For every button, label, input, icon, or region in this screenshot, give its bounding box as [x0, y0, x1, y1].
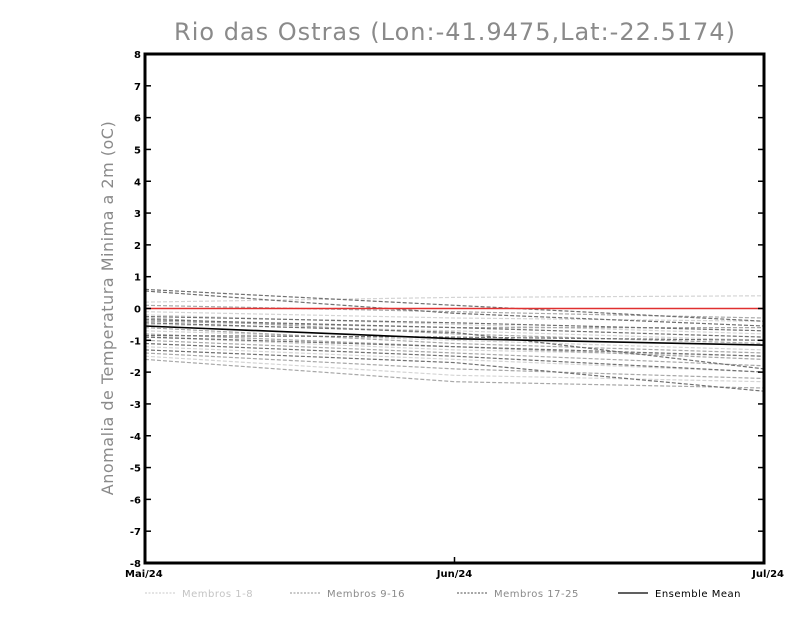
- legend-label: Ensemble Mean: [655, 589, 741, 600]
- y-tick-label: 2: [134, 241, 141, 252]
- y-tick-label: 8: [134, 50, 141, 61]
- legend-label: Membros 17-25: [494, 589, 579, 600]
- member-line-m25: [144, 322, 765, 370]
- member-line-m21: [144, 334, 765, 341]
- legend: Membros 1-8 Membros 9-16 Membros 17-25 Ense…: [145, 589, 741, 600]
- member-line-m17: [144, 288, 765, 322]
- y-tick-label: -8: [130, 559, 141, 570]
- member-line-m5: [144, 346, 765, 373]
- x-tick-label: Jul/24: [751, 569, 784, 580]
- y-tick-label: -6: [130, 495, 141, 506]
- y-axis-ticks: 8 7 6 5 4 3 2 1 0 -1 -2 -3 -4 -5 -6 -7 -8: [130, 50, 764, 570]
- member-line-m1: [144, 295, 765, 303]
- member-line-m22: [144, 336, 765, 357]
- member-line-m18: [144, 290, 765, 327]
- y-tick-label: 3: [134, 209, 141, 220]
- member-line-m4: [144, 336, 765, 357]
- chart-title: Rio das Ostras (Lon:-41.9475,Lat:-22.517…: [174, 18, 736, 46]
- y-tick-label: 7: [134, 82, 141, 93]
- x-tick-label: Mai/24: [125, 569, 163, 580]
- y-tick-label: -1: [130, 336, 141, 347]
- member-line-m20: [144, 319, 765, 338]
- member-line-m13: [144, 352, 765, 380]
- y-axis-label: Anomalia de Temperatura Minima a 2m (oC): [98, 121, 117, 495]
- y-tick-label: -3: [130, 400, 141, 411]
- y-tick-label: -5: [130, 464, 141, 475]
- member-line-m24: [144, 349, 765, 392]
- member-line-m6: [144, 355, 765, 383]
- member-line-m23: [144, 342, 765, 373]
- member-line-m19: [144, 315, 765, 332]
- ensemble-mean-line: [144, 325, 765, 346]
- series-lines: [144, 288, 765, 392]
- member-line-m11: [144, 327, 765, 354]
- member-line-m14: [144, 358, 765, 389]
- y-tick-label: 6: [134, 114, 141, 125]
- legend-label: Membros 1-8: [182, 589, 253, 600]
- y-tick-label: -7: [130, 527, 141, 538]
- y-tick-label: 4: [134, 177, 141, 188]
- y-tick-label: -4: [130, 432, 141, 443]
- y-tick-label: 0: [134, 305, 141, 316]
- y-tick-label: 1: [134, 273, 141, 284]
- y-tick-label: -2: [130, 368, 141, 379]
- member-line-m9: [144, 304, 765, 319]
- member-line-m12: [144, 339, 765, 367]
- legend-label: Membros 9-16: [327, 589, 405, 600]
- member-line-m8: [144, 330, 765, 351]
- member-line-m7: [144, 311, 765, 322]
- x-tick-label: Jun/24: [436, 569, 473, 580]
- y-tick-label: 5: [134, 145, 141, 156]
- x-axis-ticks: Mai/24 Jun/24 Jul/24: [125, 557, 784, 580]
